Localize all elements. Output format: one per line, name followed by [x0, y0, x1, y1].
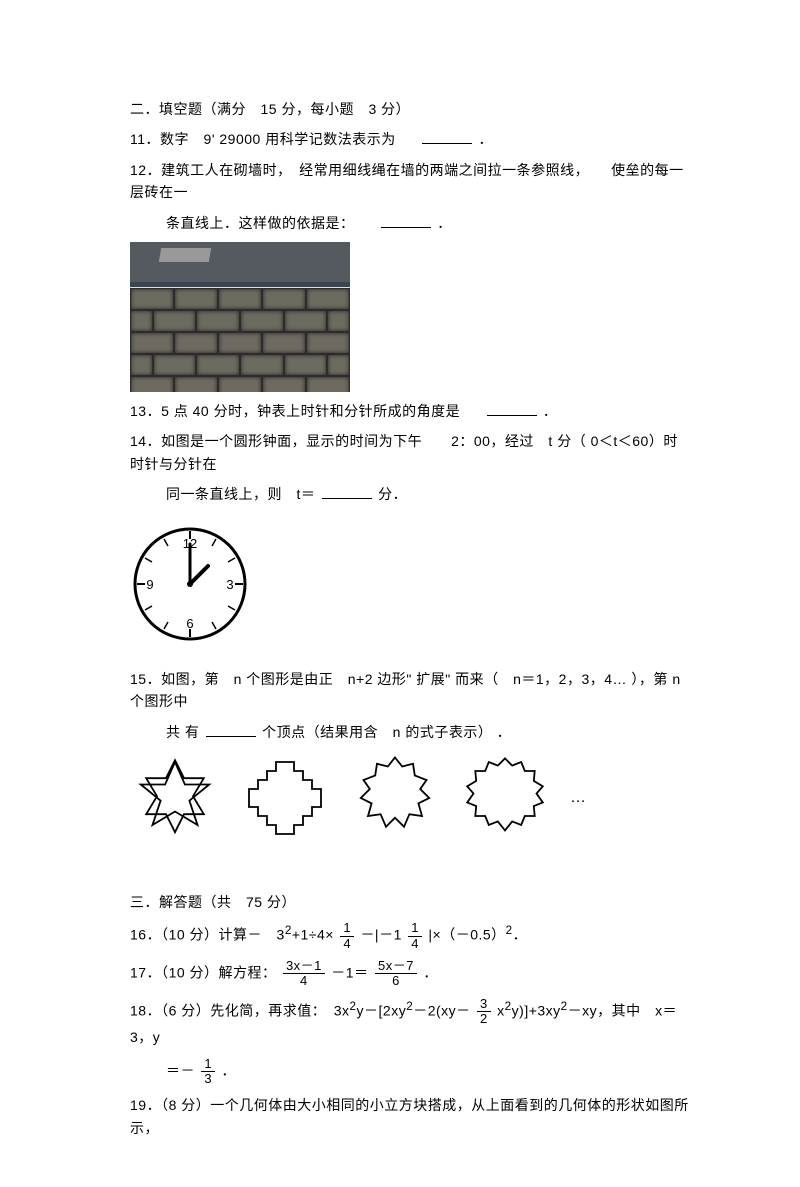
- q13-blank[interactable]: [487, 401, 537, 416]
- q15b-text: 共 有: [166, 724, 199, 740]
- q15-blank[interactable]: [206, 722, 256, 737]
- q16-sup1: 2: [285, 924, 292, 937]
- q12-period: ．: [437, 215, 452, 231]
- q17: 17．（10 分）解方程： 3x－14 －1＝ 5x－76 ．: [130, 959, 690, 989]
- q18-period: ．: [222, 1062, 237, 1078]
- q13: 13．5 点 40 分时，钟表上时针和分针所成的角度是 ．: [130, 400, 690, 422]
- q15-line1: 15．如图，第 n 个图形是由正 n+2 边形" 扩展" 而来（ n＝1，2，3…: [130, 668, 690, 713]
- q16c: －|－1: [360, 927, 401, 943]
- clock-3: 3: [226, 577, 233, 592]
- q15c-text: 个顶点（结果用含 n 的式子表示） ．: [262, 724, 511, 740]
- q14b-text: 同一条直线上，则 t＝: [166, 486, 315, 502]
- q13-text: 13．5 点 40 分时，钟表上时针和分针所成的角度是: [130, 403, 460, 419]
- shapes-row: …: [130, 753, 690, 843]
- frac-eq17R: 5x－76: [375, 959, 417, 989]
- shape-star: [130, 753, 220, 843]
- shape-square-ext: [240, 753, 330, 843]
- q18d: x: [497, 1002, 505, 1018]
- exam-page: 二．填空题（满分 15 分，每小题 3 分） 11．数字 9' 29000 用科…: [0, 0, 800, 1187]
- q16d: |×（－0.5）: [428, 927, 505, 943]
- q18c: －2(xy－: [413, 1002, 470, 1018]
- brick-wall-image: [130, 242, 690, 392]
- shape-pentagon-ext: [350, 753, 440, 843]
- q18g: ＝－: [166, 1062, 195, 1078]
- q12-line2: 条直线上．这样做的依据是： ．: [130, 212, 690, 234]
- q18-line2: ＝－ 13 ．: [130, 1057, 690, 1087]
- q16b: +1÷4×: [292, 927, 334, 943]
- q18e: y)]+3xy: [512, 1002, 561, 1018]
- q12-blank[interactable]: [381, 213, 431, 228]
- q12b-text: 条直线上．这样做的依据是：: [166, 215, 355, 231]
- q16a: 16．（10 分）计算－ 3: [130, 927, 285, 943]
- clock-image: 12 3 6 9: [130, 514, 690, 660]
- frac-1-3: 13: [201, 1057, 215, 1087]
- q11-period: ．: [478, 131, 493, 147]
- frac-eq17L: 3x－14: [283, 959, 325, 989]
- q18-line1: 18．（6 分）先化简，再求值： 3x2y－[2xy2－2(xy－ 32 x2y…: [130, 997, 690, 1049]
- q14-blank[interactable]: [322, 484, 372, 499]
- q16-sup2: 2: [506, 924, 513, 937]
- q14-line2: 同一条直线上，则 t＝ 分．: [130, 483, 690, 505]
- q19: 19．（8 分）一个几何体由大小相同的小立方块搭成，从上面看到的几何体的形状如图…: [130, 1094, 690, 1139]
- q11-text: 11．数字 9' 29000 用科学记数法表示为: [130, 131, 396, 147]
- shape-hexagon-ext: [460, 753, 550, 843]
- q11: 11．数字 9' 29000 用科学记数法表示为 ．: [130, 128, 690, 150]
- section2-header: 二．填空题（满分 15 分，每小题 3 分）: [130, 98, 690, 120]
- q17m: －1＝: [331, 965, 368, 981]
- frac-1-4a: 14: [340, 921, 354, 951]
- q14-line1: 14．如图是一个圆形钟面，显示的时间为下午 2：00，经过 t 分（ 0＜t＜6…: [130, 430, 690, 475]
- q14c-text: 分．: [378, 486, 407, 502]
- shapes-ellipsis: …: [570, 785, 586, 811]
- q16-period: ．: [513, 927, 528, 943]
- q11-blank[interactable]: [422, 129, 472, 144]
- frac-3-2: 32: [477, 997, 491, 1027]
- clock-9: 9: [146, 577, 153, 592]
- frac-1-4b: 14: [408, 921, 422, 951]
- q15-line2: 共 有 个顶点（结果用含 n 的式子表示） ．: [130, 721, 690, 743]
- clock-6: 6: [186, 616, 193, 631]
- section3-header: 三．解答题（共 75 分）: [130, 891, 690, 913]
- q18a: 18．（6 分）先化简，再求值： 3x: [130, 1002, 350, 1018]
- q17a: 17．（10 分）解方程：: [130, 965, 277, 981]
- q12-line1: 12．建筑工人在砌墙时， 经常用细线绳在墙的两端之间拉一条参照线， 使垒的每一层…: [130, 159, 690, 204]
- q18b: y－[2xy: [357, 1002, 407, 1018]
- q13-period: ．: [543, 403, 558, 419]
- q16: 16．（10 分）计算－ 32+1÷4× 14 －|－1 14 |×（－0.5）…: [130, 921, 690, 951]
- q17-period: ．: [423, 965, 438, 981]
